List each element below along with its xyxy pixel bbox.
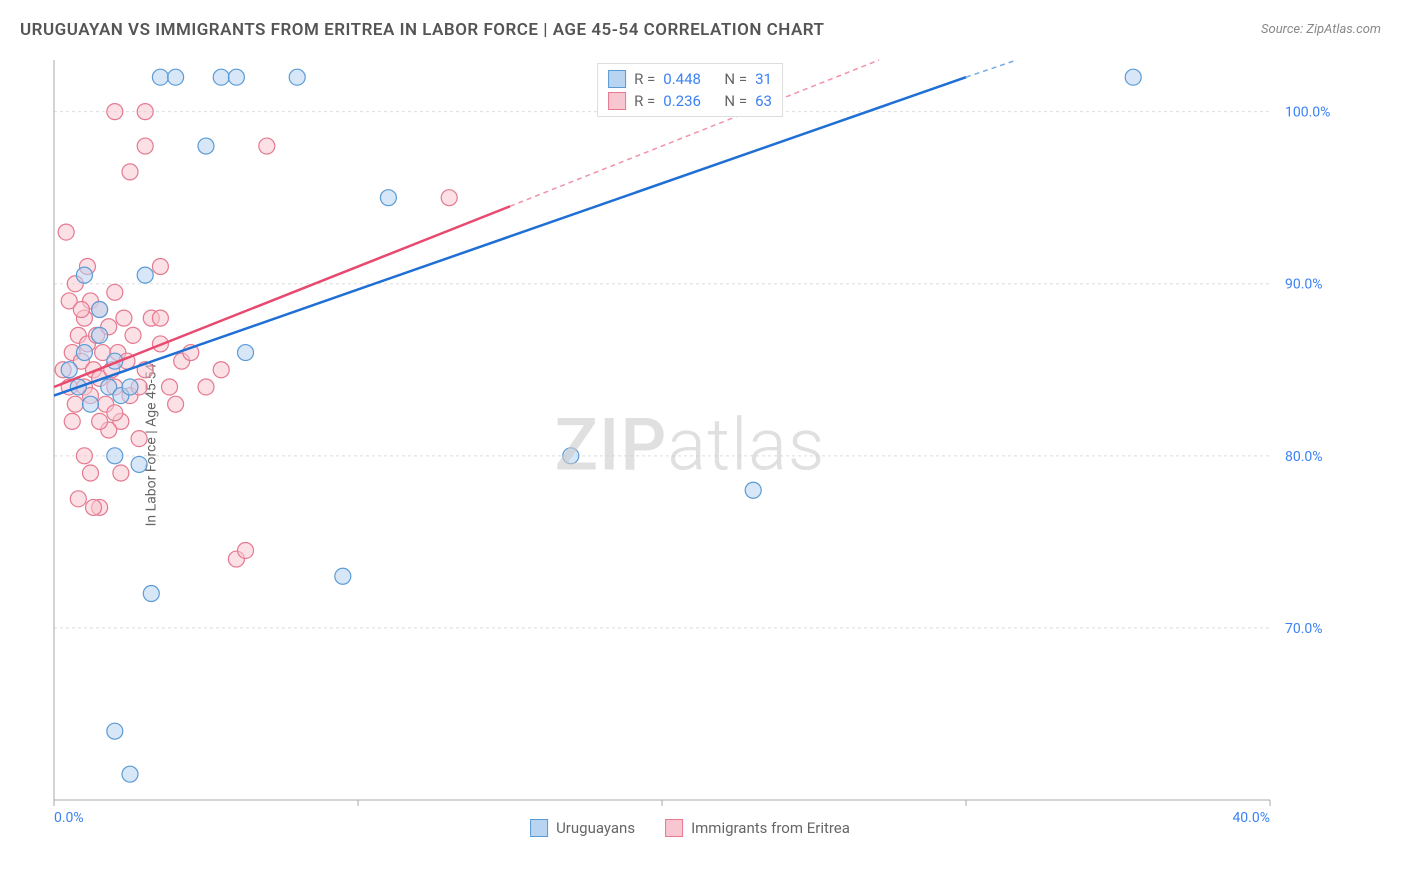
legend-series: UruguayansImmigrants from Eritrea (530, 819, 850, 837)
scatter-chart: 70.0% 80.0% 90.0% 100.0% 0.0% 40.0% (50, 55, 1330, 835)
svg-text:40.0%: 40.0% (1232, 810, 1270, 826)
chart-title: URUGUAYAN VS IMMIGRANTS FROM ERITREA IN … (20, 20, 825, 40)
svg-text:0.0%: 0.0% (54, 810, 84, 826)
svg-text:70.0%: 70.0% (1285, 621, 1323, 637)
svg-text:90.0%: 90.0% (1285, 277, 1323, 293)
chart-area: In Labor Force | Age 45-54 70.0%80.0%90.… (50, 55, 1330, 835)
legend-stats: R = 0.448 N = 31 R = 0.236 N = 63 (597, 63, 783, 117)
svg-text:80.0%: 80.0% (1285, 449, 1323, 465)
source-label: Source: ZipAtlas.com (1261, 22, 1381, 37)
svg-text:100.0%: 100.0% (1285, 105, 1330, 121)
